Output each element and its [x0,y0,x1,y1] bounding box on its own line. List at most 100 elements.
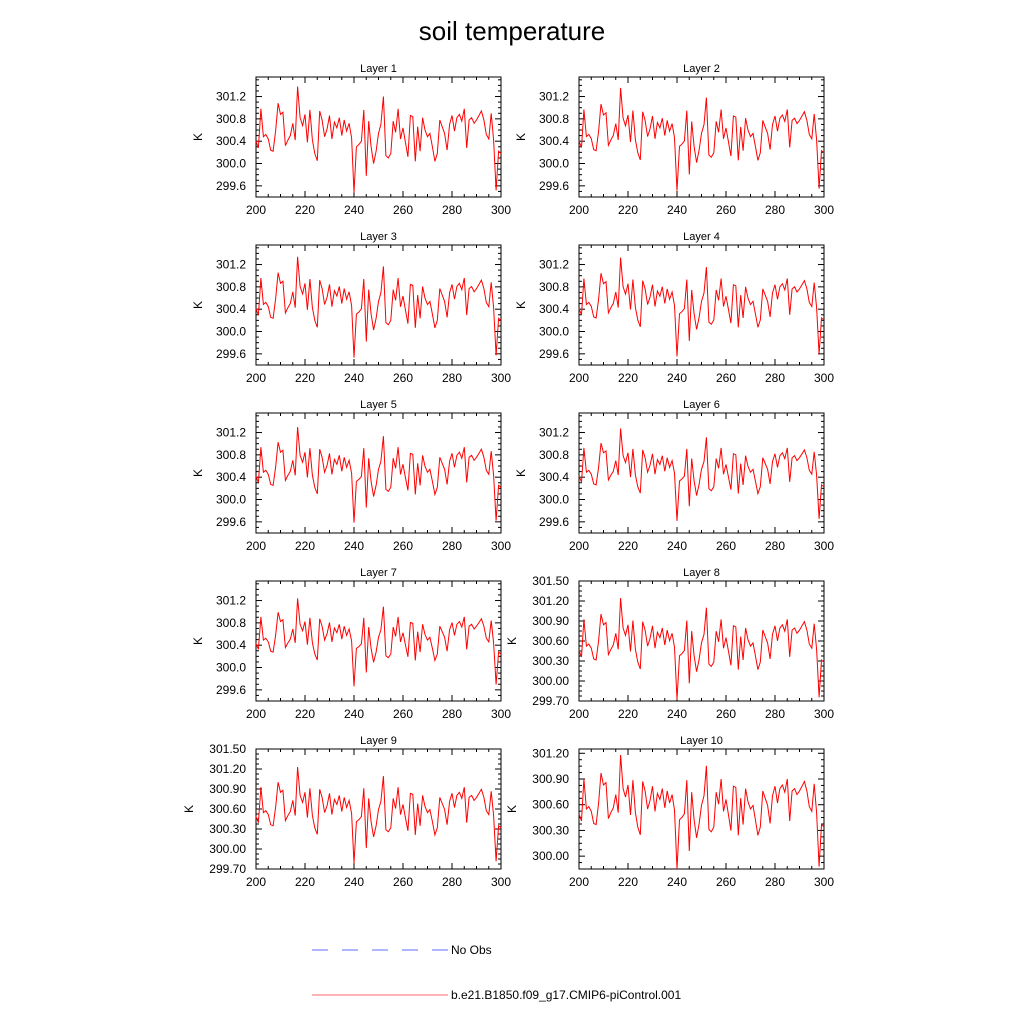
y-axis-label: K [514,469,528,477]
panel-layer-2: Layer 2 200 220 240 260 280 300 299.6 300.0 300.4… [514,63,834,217]
panel-frame [255,412,502,534]
y-tick-label: 300.0 [216,325,246,339]
x-tick-label: 300 [491,707,511,721]
x-tick-label: 280 [765,707,785,721]
y-tick-label: 300.30 [532,654,569,668]
y-tick-label: 301.2 [539,258,569,272]
y-tick-label: 300.00 [532,849,569,863]
series-line [578,87,825,191]
x-tick-label: 280 [442,539,462,553]
x-tick-label: 280 [442,707,462,721]
y-tick-label: 300.8 [216,616,246,630]
x-tick-label: 280 [442,371,462,385]
y-tick-label: 301.2 [539,90,569,104]
x-tick-label: 220 [618,539,638,553]
y-tick-label: 301.2 [216,426,246,440]
series-line [578,257,825,357]
x-tick-label: 260 [393,371,413,385]
y-tick-label: 301.2 [539,426,569,440]
x-tick-label: 260 [716,203,736,217]
panels-grid: Layer 1 200 220 240 260 280 300 299.6 300.0 300.4… [182,63,834,889]
x-tick-label: 240 [344,203,364,217]
x-tick-label: 200 [569,371,589,385]
y-tick-label: 300.4 [216,134,246,148]
series-line [255,86,502,193]
y-tick-label: 300.8 [539,112,569,126]
panel-layer-6: Layer 6 200 220 240 260 280 300 299.6 300.0 300.4… [514,399,834,553]
y-tick-label: 300.90 [209,782,246,796]
y-tick-label: 299.70 [532,694,569,708]
y-tick-label: 301.2 [216,258,246,272]
y-tick-label: 300.90 [532,772,569,786]
x-tick-label: 240 [667,875,687,889]
x-tick-label: 240 [344,539,364,553]
x-tick-label: 240 [667,371,687,385]
series-line [578,754,825,870]
x-tick-label: 300 [814,707,834,721]
legend-model-label: b.e21.B1850.f09_g17.CMIP6-piControl.001 [451,988,681,1002]
y-axis-label: K [191,469,205,477]
x-tick-label: 200 [246,875,266,889]
y-tick-label: 300.8 [539,280,569,294]
y-tick-label: 300.0 [216,157,246,171]
y-tick-label: 300.0 [539,493,569,507]
panel-layer-1: Layer 1 200 220 240 260 280 300 299.6 300.0 300.4… [191,63,511,217]
x-tick-label: 280 [765,875,785,889]
panel-layer-7: Layer 7 200 220 240 260 280 300 299.6 300.0 300.4… [191,567,511,721]
panel-layer-9: Layer 9 200 220 240 260 280 300 299.70 300.00 300… [182,735,511,889]
panel-title: Layer 4 [683,231,720,243]
y-tick-label: 301.20 [532,594,569,608]
y-tick-label: 299.6 [539,515,569,529]
y-tick-label: 299.6 [216,515,246,529]
panel-frame [578,580,825,702]
y-axis-label: K [191,301,205,309]
panel-layer-5: Layer 5 200 220 240 260 280 300 299.6 300.0 300.4… [191,399,511,553]
panel-title: Layer 6 [683,399,720,411]
y-tick-label: 300.0 [539,325,569,339]
series-line [255,766,502,864]
series-line [578,598,825,700]
x-tick-label: 260 [393,203,413,217]
x-tick-label: 200 [569,539,589,553]
x-tick-label: 240 [344,875,364,889]
y-tick-label: 300.30 [209,822,246,836]
legend: No Obs b.e21.B1850.f09_g17.CMIP6-piContr… [312,943,681,1002]
x-tick-label: 300 [491,203,511,217]
x-tick-label: 220 [295,203,315,217]
y-tick-label: 300.00 [209,842,246,856]
panel-title: Layer 1 [360,63,397,75]
series-line [578,428,825,521]
y-tick-label: 299.6 [539,347,569,361]
y-tick-label: 300.4 [216,302,246,316]
y-tick-label: 301.20 [532,746,569,760]
x-tick-label: 300 [491,371,511,385]
y-tick-label: 299.70 [209,862,246,876]
y-tick-label: 301.20 [209,762,246,776]
y-tick-label: 300.4 [539,302,569,316]
y-tick-label: 300.60 [532,634,569,648]
x-tick-label: 260 [716,875,736,889]
y-axis-label: K [191,637,205,645]
x-tick-label: 220 [295,875,315,889]
chart-title: soil temperature [419,16,605,46]
panel-title: Layer 2 [683,63,720,75]
x-tick-label: 240 [344,371,364,385]
x-tick-label: 240 [667,539,687,553]
x-tick-label: 260 [393,875,413,889]
series-line [255,598,502,687]
panel-title: Layer 8 [683,567,720,579]
x-tick-label: 260 [716,707,736,721]
x-tick-label: 240 [344,707,364,721]
y-tick-label: 300.4 [216,470,246,484]
y-tick-label: 299.6 [216,683,246,697]
y-axis-label: K [182,805,196,813]
panel-frame [578,412,825,534]
panel-frame [578,76,825,198]
y-tick-label: 300.0 [216,661,246,675]
y-tick-label: 299.6 [539,179,569,193]
y-tick-label: 299.6 [216,179,246,193]
x-tick-label: 260 [716,539,736,553]
panel-title: Layer 5 [360,399,397,411]
y-tick-label: 300.00 [532,674,569,688]
panel-layer-4: Layer 4 200 220 240 260 280 300 299.6 300.0 300.4… [514,231,834,385]
